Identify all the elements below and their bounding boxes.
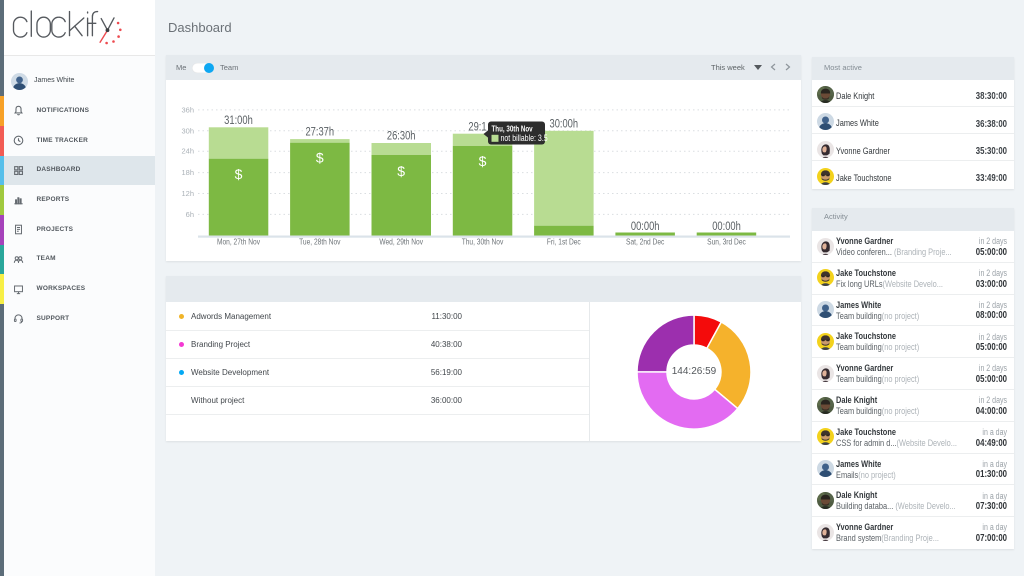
svg-text:Thu, 30th Nov: Thu, 30th Nov [462,237,504,247]
svg-text:Sat, 2nd Dec: Sat, 2nd Dec [626,237,664,247]
svg-text:Fri, 1st Dec: Fri, 1st Dec [547,237,581,247]
svg-text:6h: 6h [186,210,194,219]
svg-text:Sun, 3rd Dec: Sun, 3rd Dec [707,237,746,247]
svg-text:29:1: 29:1 [468,120,486,133]
svg-text:Mon, 27th Nov: Mon, 27th Nov [217,237,260,247]
svg-text:00:00h: 00:00h [712,220,741,233]
svg-text:not billable: 3.5: not billable: 3.5 [501,133,549,143]
svg-text:Thu, 30th Nov: Thu, 30th Nov [492,125,533,134]
svg-text:$: $ [397,163,405,179]
svg-text:24h: 24h [181,147,194,156]
svg-text:26:30h: 26:30h [387,129,416,142]
svg-text:$: $ [235,166,243,182]
svg-text:30h: 30h [181,126,194,135]
svg-text:30:00h: 30:00h [549,117,578,130]
svg-text:Wed, 29th Nov: Wed, 29th Nov [379,237,423,247]
svg-text:$: $ [479,153,487,169]
svg-text:18h: 18h [181,168,194,177]
svg-text:31:00h: 31:00h [224,114,253,127]
svg-text:$: $ [316,150,324,166]
svg-text:Tue, 28th Nov: Tue, 28th Nov [299,237,340,247]
svg-text:12h: 12h [181,189,194,198]
svg-text:36h: 36h [181,105,194,114]
svg-text:27:37h: 27:37h [305,126,334,139]
svg-text:00:00h: 00:00h [631,220,660,233]
